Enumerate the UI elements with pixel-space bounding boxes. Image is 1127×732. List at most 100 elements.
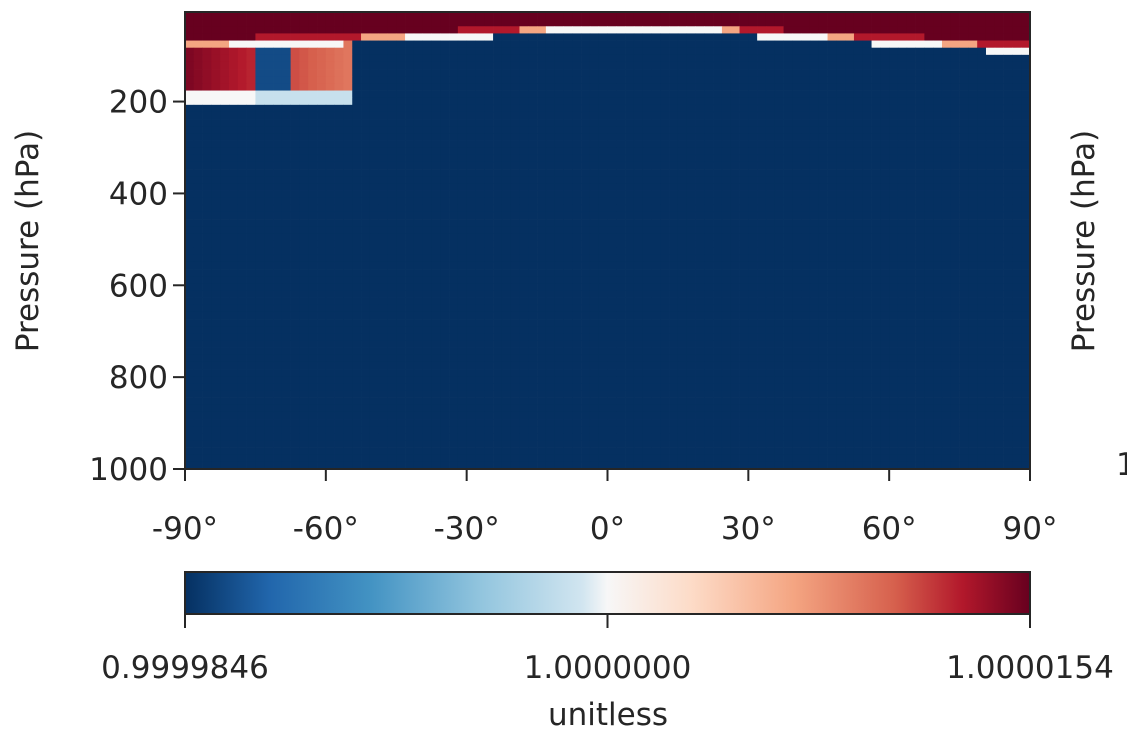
heatmap-cell (871, 169, 881, 177)
heatmap-cell (290, 111, 300, 120)
heatmap-cell (545, 197, 556, 206)
heatmap-cell (713, 119, 723, 127)
heatmap-cell (739, 254, 749, 263)
heatmap-cell (563, 369, 573, 377)
heatmap-cell (827, 40, 837, 49)
heatmap-cell (387, 183, 397, 191)
heatmap-cell (545, 319, 556, 327)
heatmap-cell (660, 40, 670, 49)
heatmap-cell (677, 154, 688, 163)
heatmap-cell (510, 12, 520, 20)
heatmap-cell (281, 304, 291, 313)
heatmap-cell (651, 211, 661, 220)
heatmap-cell (880, 247, 890, 256)
heatmap-cell (801, 61, 811, 70)
heatmap-cell (651, 76, 661, 84)
heatmap-cell (994, 61, 1004, 70)
heatmap-cell (510, 97, 520, 106)
heatmap-cell (721, 90, 732, 99)
heatmap-cell (906, 233, 916, 241)
heatmap-cell (237, 147, 247, 156)
heatmap-cell (897, 90, 908, 99)
heatmap-cell (748, 176, 758, 184)
heatmap-cell (959, 354, 969, 363)
heatmap-cell (871, 47, 881, 56)
heatmap-cell (924, 369, 934, 377)
heatmap-cell (686, 226, 696, 234)
heatmap-cell (449, 226, 459, 234)
heatmap-cell (528, 61, 538, 70)
heatmap-cell (607, 204, 617, 213)
heatmap-cell (836, 311, 846, 320)
heatmap-cell (801, 33, 811, 41)
heatmap-cell (202, 111, 212, 120)
heatmap-cell (581, 290, 591, 298)
heatmap-cell (440, 276, 450, 284)
heatmap-cell (897, 369, 908, 377)
heatmap-cell (924, 12, 934, 20)
heatmap-cell (537, 233, 547, 241)
heatmap-cell (264, 240, 274, 248)
heatmap-cell (616, 304, 626, 313)
heatmap-cell (871, 226, 881, 234)
heatmap-cell (466, 319, 476, 327)
heatmap-cell (915, 140, 925, 149)
heatmap-cell (519, 169, 529, 177)
heatmap-cell (396, 183, 406, 191)
heatmap-cell (633, 54, 644, 63)
heatmap-cell (801, 283, 811, 291)
heatmap-cell (651, 47, 661, 56)
heatmap-cell (968, 211, 978, 220)
heatmap-cell (501, 311, 512, 320)
heatmap-cell (757, 26, 767, 34)
heatmap-cell (537, 304, 547, 313)
heatmap-cell (660, 140, 670, 149)
heatmap-cell (801, 154, 811, 163)
heatmap-cell (299, 140, 309, 149)
heatmap-cell (818, 169, 828, 177)
heatmap-cell (695, 26, 705, 34)
heatmap-cell (343, 283, 353, 291)
heatmap-cell (193, 383, 203, 391)
heatmap-cell (334, 197, 344, 206)
heatmap-cell (220, 197, 230, 206)
heatmap-cell (343, 12, 353, 20)
heatmap-cell (246, 83, 256, 91)
heatmap-cell (229, 61, 239, 70)
heatmap-cell (959, 283, 969, 291)
heatmap-cell (237, 190, 247, 199)
heatmap-cell (950, 33, 960, 41)
heatmap-cell (334, 183, 344, 191)
heatmap-cell (440, 40, 450, 49)
heatmap-cell (880, 147, 890, 156)
heatmap-cell (193, 319, 203, 327)
heatmap-cell (299, 276, 309, 284)
heatmap-cell (457, 19, 468, 27)
heatmap-cell (880, 119, 890, 127)
heatmap-cell (616, 26, 626, 34)
heatmap-cell (686, 126, 696, 134)
heatmap-cell (774, 376, 784, 384)
heatmap-cell (255, 276, 265, 284)
heatmap-cell (889, 290, 899, 298)
heatmap-cell (941, 161, 952, 170)
heatmap-cell (625, 297, 635, 306)
heatmap-cell (686, 69, 696, 77)
heatmap-cell (994, 254, 1004, 263)
heatmap-cell (739, 69, 749, 77)
heatmap-cell (774, 311, 784, 320)
heatmap-cell (765, 376, 776, 384)
heatmap-cell (977, 240, 987, 248)
heatmap-cell (774, 204, 784, 213)
heatmap-cell (1021, 19, 1031, 27)
heatmap-cell (959, 90, 969, 99)
heatmap-cell (985, 54, 996, 63)
heatmap-cell (730, 297, 740, 306)
heatmap-cell (713, 240, 723, 248)
heatmap-cell (246, 233, 256, 241)
heatmap-cell (493, 319, 503, 327)
heatmap-cell (246, 111, 256, 120)
heatmap-cell (686, 254, 696, 263)
heatmap-cell (581, 233, 591, 241)
heatmap-cell (765, 347, 776, 356)
